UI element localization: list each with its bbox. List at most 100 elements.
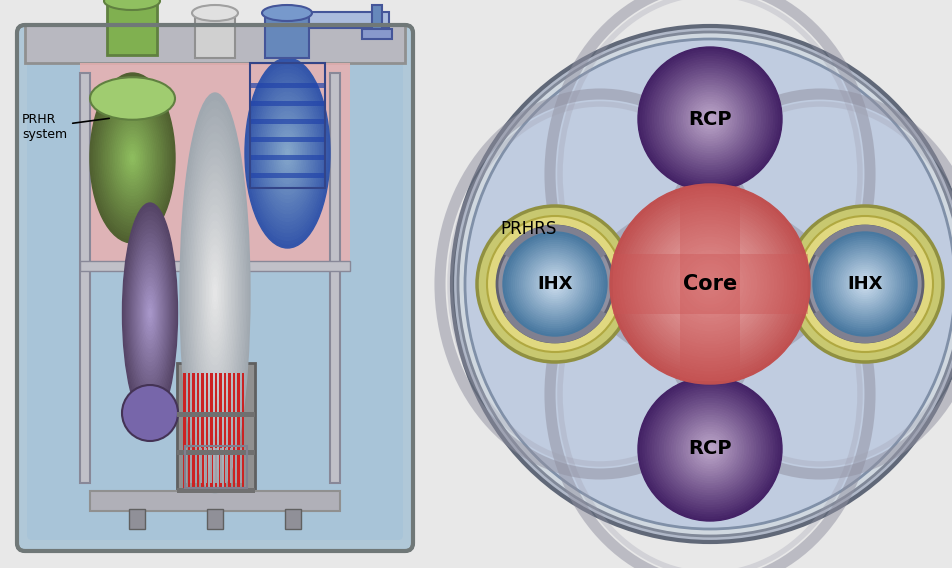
Circle shape — [532, 261, 578, 307]
Bar — [195, 13, 235, 58]
Circle shape — [701, 110, 720, 128]
Bar — [205, 448, 207, 483]
Bar — [250, 63, 325, 188]
Bar — [250, 119, 325, 124]
Bar — [250, 83, 325, 88]
Circle shape — [840, 259, 890, 309]
Bar — [680, 186, 740, 381]
Circle shape — [822, 240, 908, 328]
Ellipse shape — [139, 269, 161, 357]
Circle shape — [633, 207, 786, 361]
Ellipse shape — [110, 114, 154, 202]
Circle shape — [524, 253, 586, 315]
Bar — [206, 373, 208, 488]
Bar — [177, 412, 255, 417]
Circle shape — [666, 241, 753, 327]
Ellipse shape — [283, 141, 292, 164]
Bar — [250, 137, 325, 142]
Ellipse shape — [192, 165, 237, 421]
Ellipse shape — [145, 291, 155, 335]
Ellipse shape — [117, 127, 148, 189]
Circle shape — [530, 259, 580, 309]
Ellipse shape — [270, 115, 305, 191]
Circle shape — [503, 232, 607, 336]
Bar — [183, 373, 186, 488]
Ellipse shape — [266, 103, 309, 202]
Bar — [285, 509, 301, 529]
Ellipse shape — [121, 134, 145, 182]
Circle shape — [705, 114, 715, 124]
Ellipse shape — [98, 90, 167, 226]
Bar — [362, 29, 392, 39]
Circle shape — [617, 191, 803, 377]
Bar — [237, 373, 240, 488]
Ellipse shape — [184, 117, 246, 469]
Circle shape — [690, 264, 730, 304]
Circle shape — [528, 257, 582, 311]
Ellipse shape — [212, 277, 218, 309]
Circle shape — [705, 444, 715, 454]
Ellipse shape — [259, 89, 316, 218]
Circle shape — [646, 220, 773, 348]
Text: IHX: IHX — [847, 275, 883, 293]
Circle shape — [853, 272, 878, 296]
Ellipse shape — [149, 308, 151, 318]
Bar — [25, 25, 405, 63]
Ellipse shape — [250, 69, 325, 237]
Circle shape — [662, 401, 758, 497]
Bar — [190, 448, 192, 483]
Ellipse shape — [182, 101, 248, 485]
Bar — [192, 373, 194, 488]
Circle shape — [641, 379, 780, 519]
Ellipse shape — [204, 229, 227, 357]
Circle shape — [797, 216, 933, 352]
Bar — [372, 5, 382, 35]
Circle shape — [620, 194, 800, 374]
Circle shape — [551, 280, 559, 288]
Bar — [214, 373, 217, 488]
Circle shape — [688, 97, 731, 141]
Ellipse shape — [201, 213, 229, 373]
Ellipse shape — [192, 5, 238, 21]
Bar — [195, 448, 197, 483]
Text: Core: Core — [683, 274, 737, 294]
Ellipse shape — [127, 220, 173, 406]
Circle shape — [707, 116, 712, 122]
Ellipse shape — [144, 287, 156, 340]
Circle shape — [664, 403, 756, 495]
Text: RCP: RCP — [688, 110, 732, 128]
Bar — [240, 448, 242, 483]
Circle shape — [706, 281, 713, 287]
Circle shape — [673, 247, 746, 321]
Circle shape — [543, 272, 567, 296]
Ellipse shape — [129, 229, 171, 396]
Ellipse shape — [213, 285, 216, 301]
Circle shape — [829, 249, 901, 319]
Circle shape — [836, 255, 894, 313]
Bar — [177, 363, 255, 498]
Bar — [80, 63, 350, 263]
Circle shape — [669, 408, 751, 490]
Circle shape — [679, 418, 742, 480]
Ellipse shape — [97, 86, 169, 229]
Ellipse shape — [195, 181, 234, 405]
Circle shape — [703, 442, 717, 456]
Circle shape — [693, 432, 726, 466]
Circle shape — [647, 57, 772, 181]
Ellipse shape — [272, 119, 303, 187]
Circle shape — [855, 274, 876, 294]
Bar — [107, 0, 157, 55]
Circle shape — [645, 54, 775, 184]
Circle shape — [838, 257, 892, 311]
Bar — [177, 450, 255, 455]
Ellipse shape — [91, 77, 173, 240]
Ellipse shape — [114, 120, 151, 195]
Circle shape — [644, 218, 777, 350]
Circle shape — [637, 211, 783, 357]
Ellipse shape — [126, 144, 139, 172]
Ellipse shape — [106, 103, 160, 212]
FancyBboxPatch shape — [27, 36, 403, 540]
Ellipse shape — [122, 137, 143, 178]
Bar — [210, 448, 212, 483]
Circle shape — [843, 261, 888, 307]
